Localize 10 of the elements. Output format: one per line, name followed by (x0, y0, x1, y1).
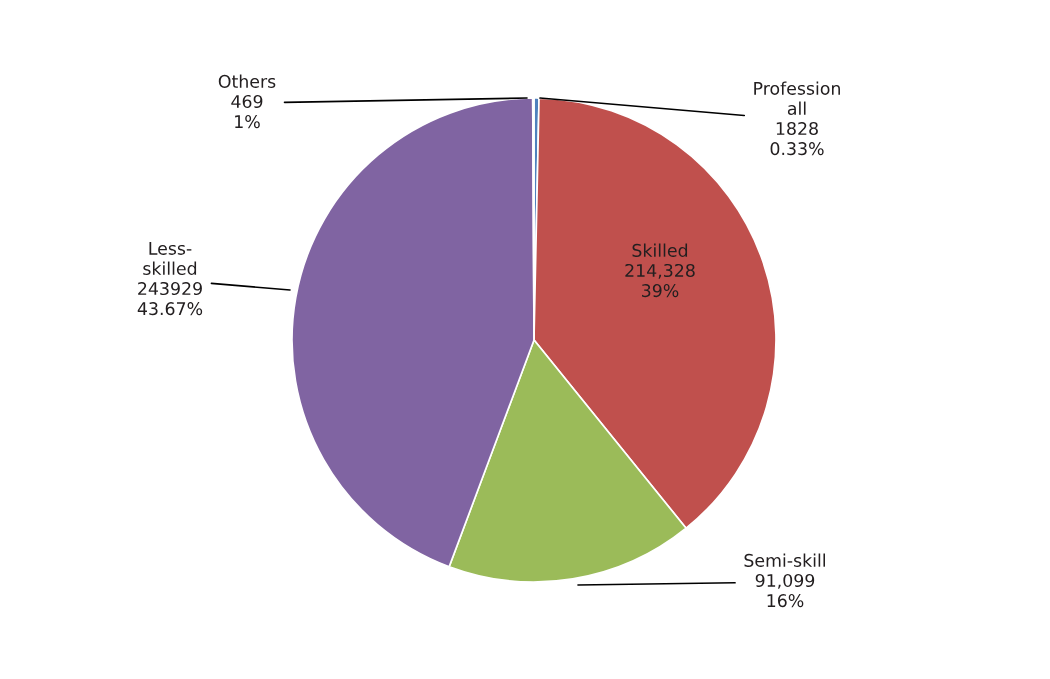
slice-label: Semi-skill (744, 553, 826, 567)
data-label: 243929 43.67% (137, 281, 203, 316)
slice-label: Skilled (632, 243, 688, 257)
data-label: 214,328 39% (625, 263, 695, 298)
data-label: 469 1% (231, 94, 263, 129)
data-label: 91,099 16% (755, 573, 815, 608)
slice-label: Profession all (754, 81, 840, 115)
slice-label: Less-skilled (143, 241, 197, 275)
data-label: 1828 0.33% (770, 121, 824, 156)
slice-label: Others (218, 74, 276, 88)
